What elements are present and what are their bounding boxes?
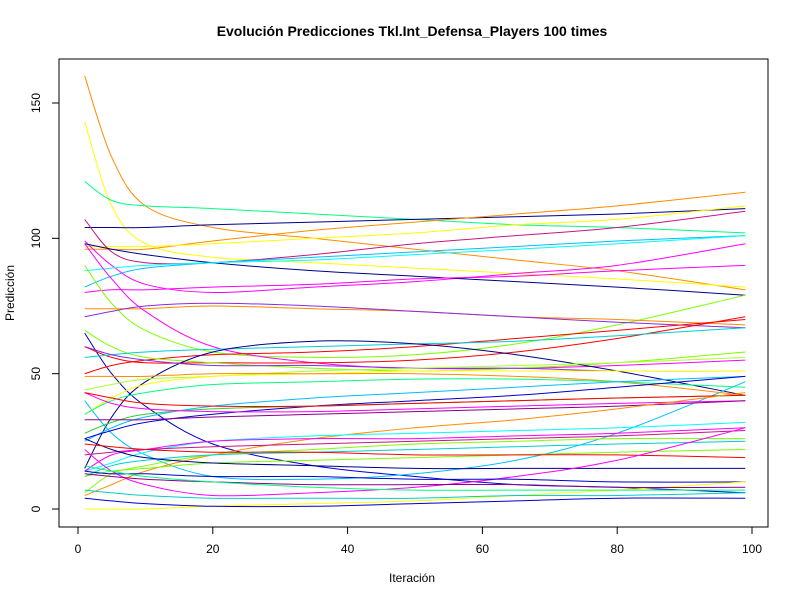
series-line-37 [84,430,746,456]
series-line-30 [84,375,746,440]
x-tick-label-100: 100 [742,542,762,556]
series-line-5 [84,191,746,251]
series-line-4 [84,208,746,229]
series-line-1 [84,75,746,291]
series-line-2 [84,121,746,288]
x-tick-label-80: 80 [611,542,625,556]
series-line-13 [84,265,746,359]
x-tick-label-20: 20 [206,542,220,556]
x-axis: 0 20 40 60 80 100 [75,526,762,556]
series-line-11 [84,235,746,272]
series-line-9 [84,240,746,294]
series-line-8 [84,235,746,288]
series-line-22 [84,340,746,469]
y-tick-label-50: 50 [29,367,43,381]
series-line-43 [84,443,746,459]
series-line-34 [84,400,746,421]
series-line-46 [84,481,746,510]
series-line-23 [84,381,746,481]
series-line-26 [84,370,746,415]
series-line-48 [84,497,746,508]
series-line-28 [84,378,746,415]
x-tick-label-40: 40 [341,542,355,556]
series-line-33 [84,392,746,407]
series-line-39 [84,437,746,494]
series-line-42 [84,438,746,470]
series-line-14 [84,305,746,326]
series-line-15 [84,302,746,329]
y-axis-label: Predicción [3,265,17,321]
plot-frame [58,58,769,528]
series-line-32 [84,392,746,413]
series-layer [84,75,746,510]
series-line-29 [84,375,746,442]
y-tick-label-100: 100 [29,228,43,248]
series-line-36 [84,421,746,472]
series-line-6 [84,205,746,248]
series-line-16 [84,243,746,370]
series-line-38 [84,427,746,472]
x-tick-label-0: 0 [75,542,82,556]
y-axis: 0 50 100 150 [29,93,60,512]
y-tick-label-0: 0 [29,505,43,512]
x-tick-label-60: 60 [476,542,490,556]
series-line-19 [84,319,746,375]
series-line-50 [84,465,746,491]
series-line-25 [84,356,746,391]
series-line-41 [84,449,746,477]
series-line-21 [84,327,746,358]
y-tick-label-150: 150 [29,93,43,113]
series-line-45 [84,470,746,483]
series-line-49 [84,473,746,489]
series-line-47 [84,489,746,499]
series-line-12 [84,264,746,293]
chart-title: Evolución Predicciones Tkl.Int_Defensa_P… [217,23,608,39]
series-line-3 [84,181,746,234]
series-line-7 [84,210,746,265]
series-line-40 [84,440,746,477]
series-line-44 [84,427,746,497]
series-line-10 [84,243,746,296]
x-axis-label: Iteración [389,571,435,585]
series-line-27 [84,372,746,396]
